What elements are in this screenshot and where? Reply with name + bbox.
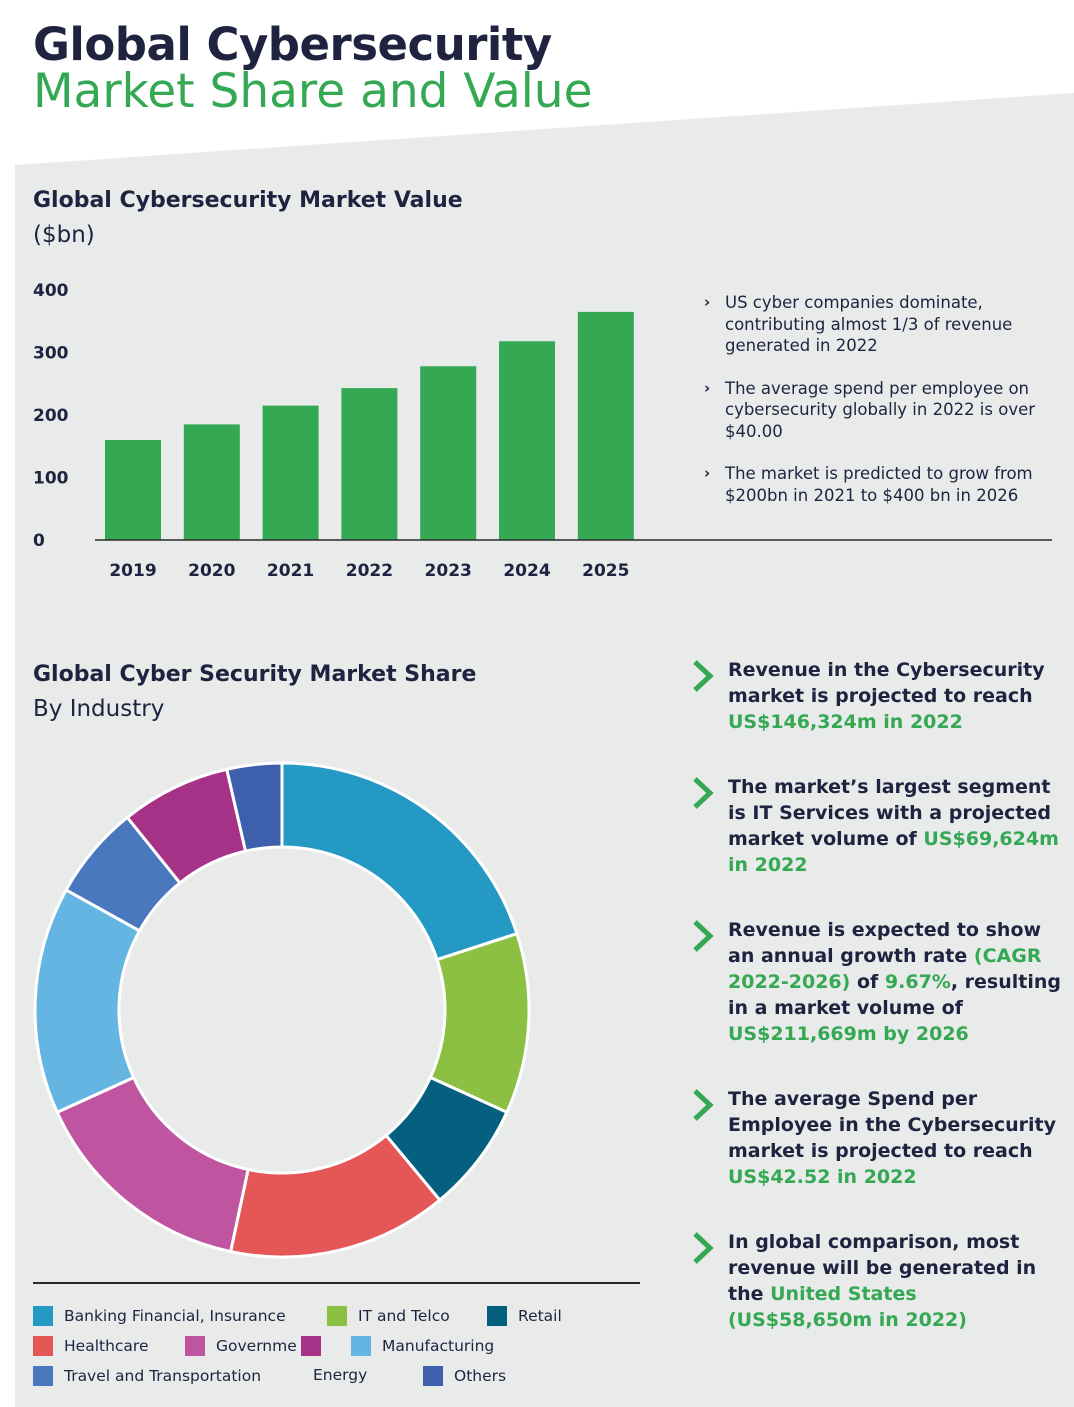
legend-swatch	[33, 1306, 53, 1326]
chevron-right-icon: ›	[704, 464, 711, 482]
chevron-right-icon	[693, 777, 714, 809]
legend-item: Retail	[487, 1306, 562, 1326]
donut-chart-title: Global Cyber Security Market Share	[33, 662, 477, 687]
legend-swatch	[487, 1306, 507, 1326]
fact-highlight: US$211,669m by 2026	[728, 1023, 969, 1045]
bar	[577, 311, 634, 540]
legend-label: Retail	[518, 1307, 562, 1325]
fact-highlight: (CAGR 2022-2026)	[728, 945, 1042, 993]
x-tick-label: 2023	[425, 561, 472, 581]
legend-item: Others	[423, 1366, 506, 1386]
legend-swatch	[185, 1336, 205, 1356]
legend-divider	[33, 1282, 640, 1284]
fact-highlight: US$69,624m in 2022	[728, 828, 1059, 876]
fact-item: Revenue in the Cybersecurity market is p…	[690, 657, 1062, 735]
x-tick-label: 2019	[109, 561, 156, 581]
fact-text: Revenue is expected to show an annual gr…	[728, 919, 1042, 967]
fact-text: of	[850, 971, 885, 993]
y-tick-label: 400	[33, 281, 69, 301]
legend-label: Others	[454, 1367, 507, 1385]
legend-label-energy: Energy	[313, 1366, 368, 1384]
chevron-right-icon	[693, 1089, 714, 1121]
legend-label: Banking Financial, Insurance	[64, 1307, 286, 1325]
fact-highlight: US$146,324m in 2022	[728, 711, 963, 733]
legend-label: Travel and Transportation	[64, 1367, 262, 1385]
chevron-right-icon	[693, 1232, 714, 1264]
y-tick-label: 0	[33, 531, 45, 551]
chevron-right-icon: ›	[704, 293, 711, 311]
x-tick-label: 2025	[582, 561, 629, 581]
legend-label: Governme	[216, 1337, 297, 1355]
value-bullets: › US cyber companies dominate, contribut…	[704, 292, 1064, 527]
x-tick-label: 2021	[267, 561, 314, 581]
fact-highlight: US$42.52 in 2022	[728, 1166, 917, 1188]
chevron-right-icon	[693, 920, 714, 952]
legend-item: IT and Telco	[327, 1306, 450, 1326]
bar-chart: 0 100 200 300 400 2019 2020 2021 2022 2023 2024 202…	[33, 281, 1052, 581]
legend-item: Energy	[302, 1366, 367, 1384]
donut-chart-subtitle: By Industry	[33, 696, 165, 722]
fact-item: The market’s largest segment is IT Servi…	[690, 774, 1062, 878]
fact-text: The market’s largest segment is IT Servi…	[728, 776, 1051, 850]
donut-slice	[224, 761, 284, 853]
legend-label: Healthcare	[64, 1337, 149, 1355]
legend-swatch	[423, 1366, 443, 1386]
page-subtitle: Market Share and Value	[33, 64, 593, 119]
value-bullet: › The market is predicted to grow from $…	[704, 463, 1064, 506]
donut-slice	[55, 1075, 250, 1254]
legend-swatch	[327, 1306, 347, 1326]
bar	[183, 424, 240, 540]
legend-swatch	[351, 1336, 371, 1356]
fact-highlight: 9.67%	[884, 971, 951, 993]
fact-text: , resulting in a market volume of	[728, 971, 1061, 1019]
facts-list: Revenue in the Cybersecurity market is p…	[690, 657, 1062, 1333]
fact-text: The average Spend per Employee in the Cy…	[728, 1088, 1057, 1162]
legend-label: Manufacturing	[382, 1337, 495, 1355]
fact-text: Revenue in the Cybersecurity market is p…	[728, 659, 1045, 707]
x-tick-label: 2020	[188, 561, 235, 581]
x-tick-label: 2022	[346, 561, 393, 581]
legend-item: Travel and Transportation	[33, 1366, 261, 1386]
bar	[105, 440, 161, 540]
bar	[420, 366, 477, 540]
legend-label: IT and Telco	[358, 1307, 450, 1325]
fact-item: In global comparison, most revenue will …	[690, 1229, 1062, 1333]
legend-swatch	[33, 1336, 53, 1356]
fact-item: Revenue is expected to show an annual gr…	[690, 917, 1062, 1047]
value-bullet: › US cyber companies dominate, contribut…	[704, 292, 1064, 357]
chevron-right-icon: ›	[704, 378, 711, 397]
legend-item	[301, 1336, 321, 1356]
legend-swatch-energy	[301, 1336, 321, 1356]
x-tick-label: 2024	[503, 561, 550, 581]
value-bullet: › The average spend per employee on cybe…	[704, 378, 1064, 443]
bar-chart-title: Global Cybersecurity Market Value	[33, 188, 463, 213]
legend-item: Manufacturing	[351, 1336, 494, 1356]
donut-chart	[33, 761, 531, 1259]
y-tick-label: 300	[33, 344, 69, 364]
y-tick-label: 100	[33, 469, 69, 489]
value-bullet-text: US cyber companies dominate, contributin…	[725, 293, 1013, 355]
bar-chart-subtitle: ($bn)	[33, 222, 95, 248]
page-title: Global Cybersecurity	[33, 18, 552, 71]
fact-text: In global comparison, most revenue will …	[728, 1231, 1037, 1305]
legend-item: Governme	[185, 1336, 297, 1356]
y-tick-label: 200	[33, 406, 69, 426]
bar	[262, 405, 319, 540]
legend-item: Healthcare	[33, 1336, 149, 1356]
bar	[499, 341, 555, 540]
value-bullet-text: The market is predicted to grow from $20…	[725, 464, 1033, 505]
fact-highlight: United States (US$58,650m in 2022)	[728, 1283, 967, 1331]
value-bullet-text: The average spend per employee on cybers…	[725, 378, 1036, 441]
bar	[341, 388, 398, 540]
legend-item: Banking Financial, Insurance	[33, 1306, 286, 1326]
chevron-right-icon	[693, 660, 714, 692]
donut-slice	[280, 761, 519, 962]
legend-swatch	[33, 1366, 53, 1386]
fact-item: The average Spend per Employee in the Cy…	[690, 1086, 1062, 1190]
